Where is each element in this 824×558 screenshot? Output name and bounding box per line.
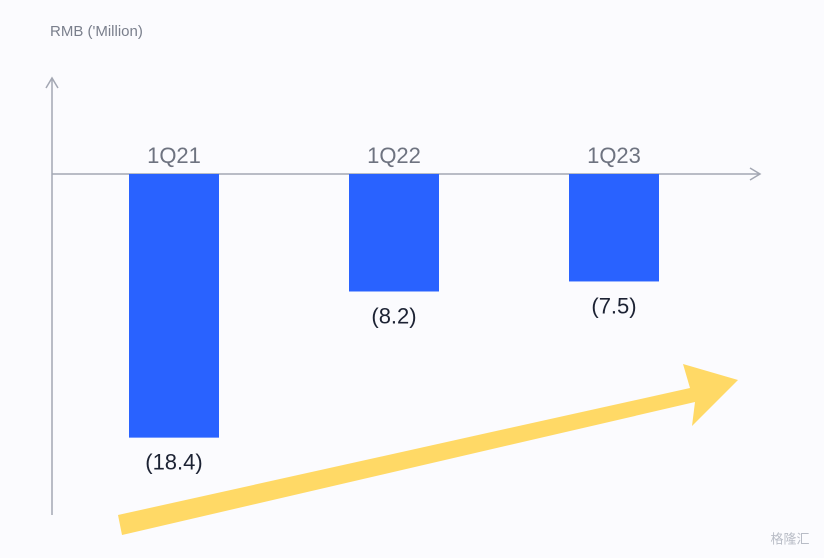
bar bbox=[349, 173, 439, 292]
trend-arrow bbox=[118, 364, 738, 535]
y-axis-label: RMB ('Million) bbox=[50, 23, 143, 40]
x-tick-label: 1Q22 bbox=[367, 143, 421, 168]
y-axis-arrow bbox=[45, 76, 59, 89]
value-label: (18.4) bbox=[145, 449, 202, 474]
value-label: (8.2) bbox=[371, 303, 416, 328]
bar bbox=[129, 173, 219, 438]
bar bbox=[569, 173, 659, 282]
value-label: (7.5) bbox=[591, 293, 636, 318]
watermark: 格隆汇 bbox=[770, 531, 809, 546]
x-tick-label: 1Q21 bbox=[147, 143, 201, 168]
x-axis-arrow bbox=[749, 167, 762, 181]
x-tick-label: 1Q23 bbox=[587, 143, 641, 168]
